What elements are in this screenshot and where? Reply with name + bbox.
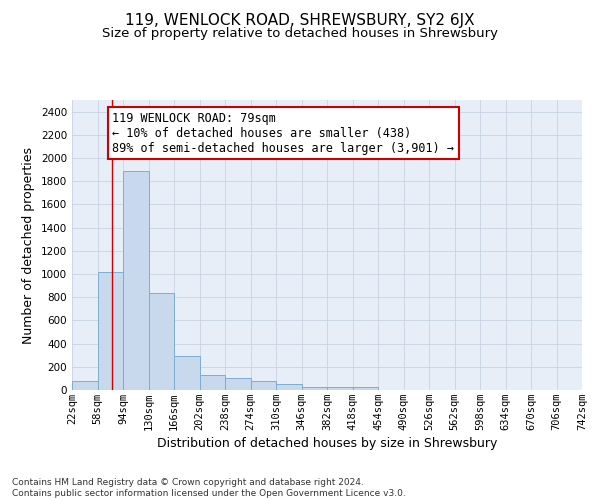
Y-axis label: Number of detached properties: Number of detached properties <box>22 146 35 344</box>
X-axis label: Distribution of detached houses by size in Shrewsbury: Distribution of detached houses by size … <box>157 437 497 450</box>
Bar <box>276 384 302 390</box>
Bar <box>123 171 149 390</box>
Text: Size of property relative to detached houses in Shrewsbury: Size of property relative to detached ho… <box>102 28 498 40</box>
Bar <box>302 386 327 390</box>
Bar <box>72 382 97 390</box>
Bar <box>174 356 199 390</box>
Text: Contains HM Land Registry data © Crown copyright and database right 2024.
Contai: Contains HM Land Registry data © Crown c… <box>12 478 406 498</box>
Bar <box>251 380 276 390</box>
Text: 119, WENLOCK ROAD, SHREWSBURY, SY2 6JX: 119, WENLOCK ROAD, SHREWSBURY, SY2 6JX <box>125 12 475 28</box>
Bar <box>149 292 174 390</box>
Text: 119 WENLOCK ROAD: 79sqm
← 10% of detached houses are smaller (438)
89% of semi-d: 119 WENLOCK ROAD: 79sqm ← 10% of detache… <box>112 112 454 154</box>
Bar <box>97 272 123 390</box>
Bar <box>225 378 251 390</box>
Bar <box>327 386 353 390</box>
Bar <box>199 375 225 390</box>
Bar <box>353 386 378 390</box>
